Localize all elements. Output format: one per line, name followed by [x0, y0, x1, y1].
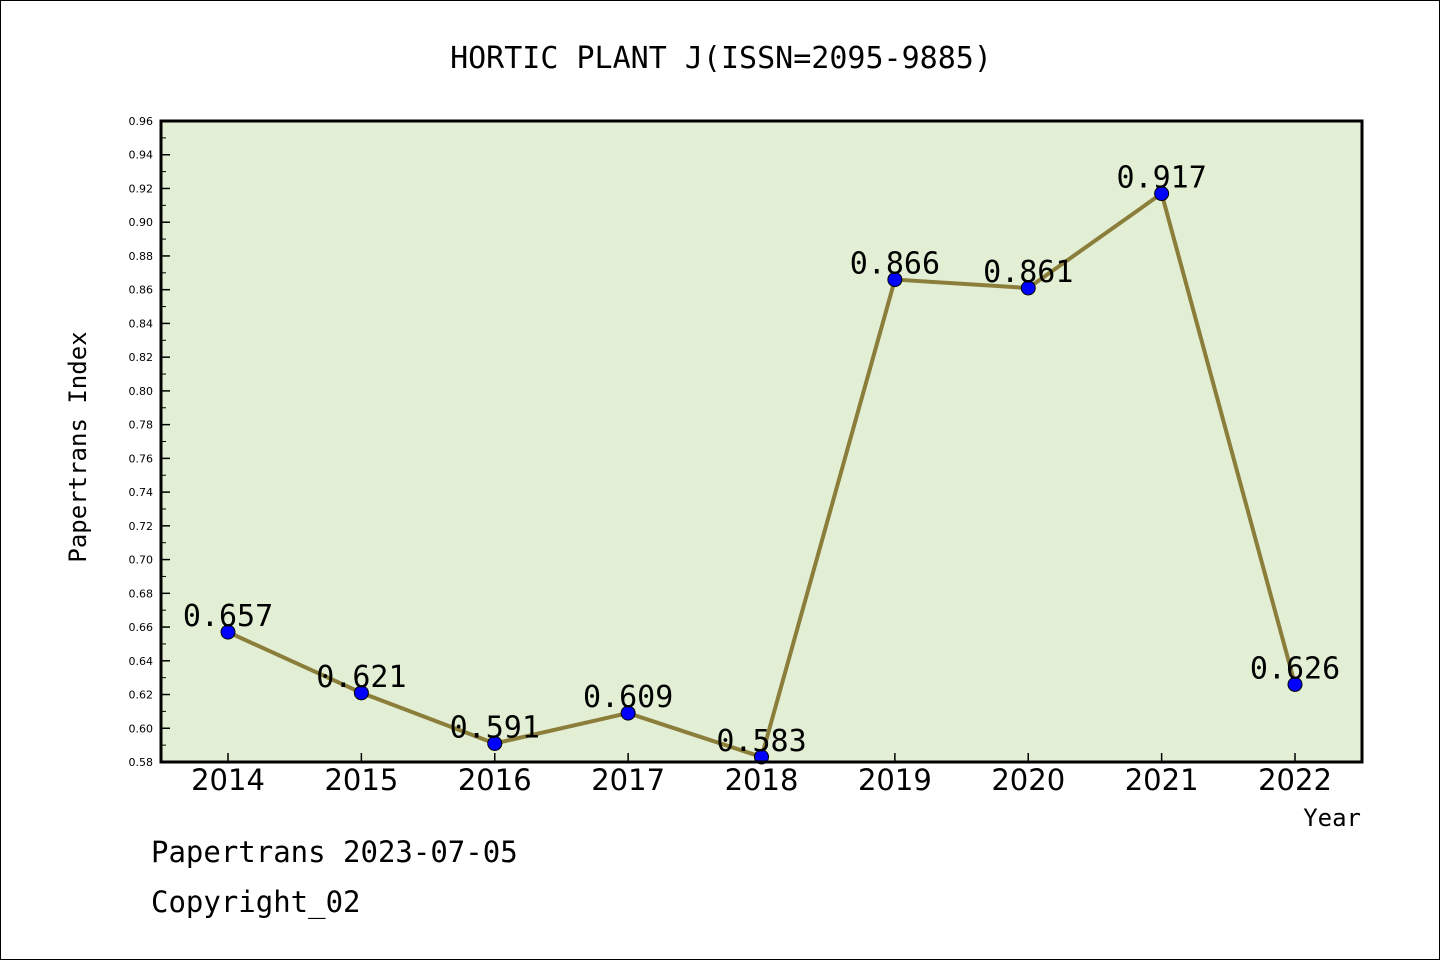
data-point — [220, 624, 236, 640]
data-point — [620, 705, 636, 721]
y-tick-label: 0.80 — [129, 385, 154, 398]
y-tick-label: 0.78 — [129, 419, 154, 432]
data-label: 0.621 — [316, 660, 406, 695]
y-tick-label: 0.72 — [129, 520, 154, 533]
footer-date: Papertrans 2023-07-05 — [151, 835, 518, 869]
y-tick-label: 0.88 — [129, 250, 154, 263]
y-tick-label: 0.90 — [129, 216, 154, 229]
data-point — [1287, 676, 1303, 692]
x-tick-label: 2016 — [458, 763, 532, 797]
y-tick-label: 0.58 — [129, 756, 154, 769]
data-label: 0.861 — [983, 255, 1073, 290]
y-tick-label: 0.66 — [129, 621, 154, 634]
y-tick-label: 0.94 — [129, 149, 154, 162]
y-tick-label: 0.74 — [129, 486, 154, 499]
x-tick-label: 2021 — [1125, 763, 1199, 797]
x-tick-label: 2018 — [725, 763, 799, 797]
data-label: 0.657 — [183, 599, 273, 634]
data-label: 0.583 — [716, 724, 806, 759]
data-label: 0.591 — [450, 710, 540, 745]
chart-title: HORTIC PLANT J(ISSN=2095-9885) — [450, 41, 992, 76]
data-label: 0.626 — [1250, 651, 1340, 686]
x-tick-label: 2017 — [591, 763, 665, 797]
y-tick-label: 0.68 — [129, 587, 154, 600]
x-tick-label: 2020 — [991, 763, 1065, 797]
data-label: 0.609 — [583, 680, 673, 715]
y-tick-label: 0.96 — [129, 115, 154, 128]
data-label: 0.917 — [1116, 161, 1206, 196]
footer-copyright: Copyright_02 — [151, 885, 361, 919]
x-axis: 2014 2015 2016 2017 2018 2019 2020 2021 2022 — [191, 753, 1332, 797]
y-axis-label: Papertrans Index — [64, 331, 92, 562]
y-tick-label: 0.62 — [129, 689, 154, 702]
data-point — [353, 685, 369, 701]
x-tick-label: 2015 — [324, 763, 398, 797]
data-point — [487, 735, 503, 751]
y-tick-label: 0.82 — [129, 351, 154, 364]
y-tick-label: 0.84 — [129, 317, 154, 330]
series-layer: 0.657 0.621 0.591 0.609 0.583 0.866 0.861 0.917… — [183, 161, 1340, 765]
x-axis-label: Year — [1303, 804, 1361, 832]
y-tick-label: 0.86 — [129, 284, 154, 297]
y-tick-label: 0.70 — [129, 554, 154, 567]
plot-area — [161, 121, 1362, 762]
data-point — [887, 272, 903, 288]
y-tick-label: 0.60 — [129, 722, 154, 735]
plot-border — [159, 119, 1364, 764]
x-tick-label: 2014 — [191, 763, 265, 797]
data-point — [1154, 186, 1170, 202]
x-tick-label: 2019 — [858, 763, 932, 797]
y-tick-label: 0.64 — [129, 655, 154, 668]
y-tick-label: 0.76 — [129, 452, 154, 465]
y-axis: 0.58 0.60 0.62 0.64 0.66 0.68 0.70 0.72 0.74 0.76… — [129, 115, 170, 769]
data-label: 0.866 — [850, 247, 940, 282]
data-point — [1020, 280, 1036, 296]
x-tick-label: 2022 — [1258, 763, 1332, 797]
data-point — [754, 749, 769, 765]
y-tick-label: 0.92 — [129, 182, 154, 195]
